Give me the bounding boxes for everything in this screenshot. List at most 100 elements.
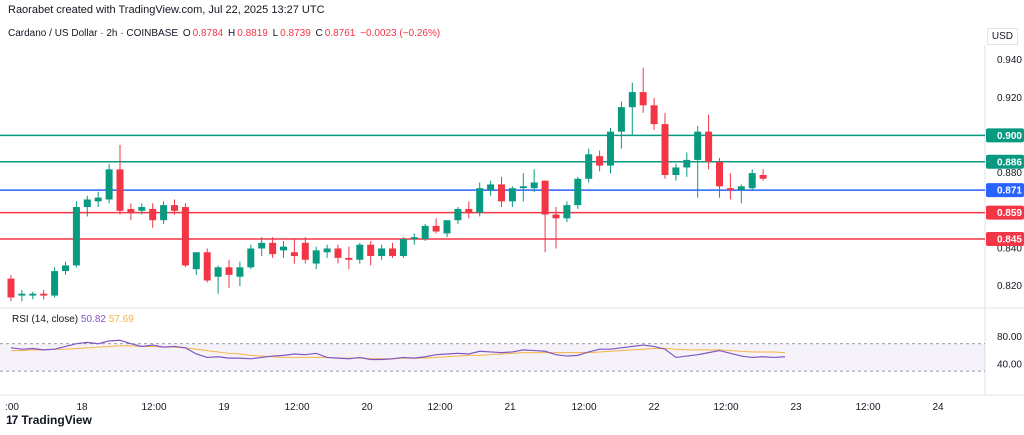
rsi-band xyxy=(0,343,985,372)
candle-body xyxy=(367,244,375,257)
candle-body xyxy=(345,257,353,260)
candle-body xyxy=(62,265,69,272)
candle-body xyxy=(149,208,157,221)
candle-body xyxy=(280,246,287,251)
low-label: L xyxy=(272,28,279,39)
y-tick-label: 0.840 xyxy=(997,243,1022,254)
candle-body xyxy=(116,169,124,211)
candle-body xyxy=(628,92,636,108)
candle-body xyxy=(661,124,669,175)
y-tick-label: 0.920 xyxy=(997,93,1022,104)
rsi-value: 50.82 xyxy=(80,314,106,325)
candle-body xyxy=(7,278,15,298)
x-tick-label: 12:00 xyxy=(141,402,166,413)
candle-body xyxy=(694,131,702,160)
candle-body xyxy=(508,188,516,202)
level-price-label: 0.845 xyxy=(997,235,1022,246)
high-value: 0.8819 xyxy=(237,28,268,39)
rsi-axis-label: 40.00 xyxy=(997,359,1022,370)
x-tick-label: 22 xyxy=(648,402,660,413)
candle-body xyxy=(596,156,604,166)
candle-body xyxy=(236,267,244,277)
candle-body xyxy=(160,205,168,221)
candle-body xyxy=(552,214,560,219)
candle-body xyxy=(541,180,549,215)
candle-body xyxy=(312,250,320,264)
candle-body xyxy=(454,208,462,221)
y-tick-label: 0.820 xyxy=(997,281,1022,292)
x-tick-label: 24 xyxy=(932,402,944,413)
tradingview-brand[interactable]: 17 TradingView xyxy=(6,413,92,427)
high-label: H xyxy=(228,28,236,39)
candle-body xyxy=(574,178,582,206)
rsi-legend: RSI (14, close) 50.82 57.69 xyxy=(12,314,134,325)
x-tick-label: 12:00 xyxy=(427,402,452,413)
candle-body xyxy=(585,154,593,179)
candle-body xyxy=(323,248,331,253)
candle-body xyxy=(748,173,756,189)
candle-body xyxy=(51,271,59,296)
x-tick-label: 23 xyxy=(790,402,802,413)
candle-body xyxy=(498,184,505,202)
currency-button[interactable]: USD xyxy=(986,28,1018,45)
candle-body xyxy=(737,186,745,191)
candle-body xyxy=(487,184,495,191)
chart-attribution: Raorabet created with TradingView.com, J… xyxy=(8,4,325,16)
close-value: 0.8761 xyxy=(324,28,356,39)
level-price-tag xyxy=(986,183,1024,198)
x-tick-label: :00 xyxy=(5,402,19,413)
open-value: 0.8784 xyxy=(192,28,224,39)
candle-body xyxy=(290,252,298,257)
candle-body xyxy=(465,208,473,213)
candle-body xyxy=(617,107,625,132)
candle-body xyxy=(443,220,451,234)
low-value: 0.8739 xyxy=(280,28,311,39)
level-price-label: 0.900 xyxy=(997,131,1022,142)
candle-body xyxy=(672,167,680,175)
x-tick-label: 20 xyxy=(361,402,373,413)
candle-body xyxy=(83,199,91,208)
rsi-line xyxy=(10,339,785,361)
close-label: C xyxy=(315,28,323,39)
symbol-info: Cardano / US Dollar · 2h · COINBASE O 0.8… xyxy=(8,28,442,39)
symbol-name: Cardano / US Dollar · 2h · COINBASE xyxy=(8,28,179,39)
candle-body xyxy=(171,205,178,211)
candle-body xyxy=(40,293,48,296)
x-tick-label: 12:00 xyxy=(855,402,880,413)
candle-body xyxy=(530,182,538,189)
candle-body xyxy=(94,197,102,202)
level-price-tag xyxy=(986,205,1024,220)
candle-body xyxy=(247,248,255,268)
candle-body xyxy=(127,208,135,213)
candle-body xyxy=(301,242,309,260)
x-tick-label: 21 xyxy=(504,402,516,413)
rsi-axis-label: 80.00 xyxy=(997,332,1022,343)
price-change: −0.0023 (−0.26%) xyxy=(360,28,441,39)
candle-body xyxy=(203,252,211,281)
candle-body xyxy=(29,293,37,296)
candle-body xyxy=(225,267,233,275)
level-price-tag xyxy=(986,232,1024,247)
candle-body xyxy=(334,248,342,258)
x-tick-label: 12:00 xyxy=(713,402,738,413)
candle-body xyxy=(389,248,396,257)
candle-body xyxy=(607,131,614,166)
level-price-label: 0.886 xyxy=(997,157,1022,168)
candle-body xyxy=(432,225,440,232)
candle-body xyxy=(410,237,418,240)
candle-body xyxy=(105,169,113,200)
candle-body xyxy=(716,161,723,187)
x-tick-label: 12:00 xyxy=(284,402,309,413)
x-tick-label: 18 xyxy=(76,402,88,413)
y-tick-label: 0.880 xyxy=(997,168,1022,179)
candle-body xyxy=(639,92,647,106)
candle-body xyxy=(214,267,222,277)
x-tick-label: 19 xyxy=(218,402,230,413)
level-price-label: 0.859 xyxy=(997,208,1022,219)
x-tick-label: 12:00 xyxy=(571,402,596,413)
candle-body xyxy=(356,244,364,260)
candle-body xyxy=(476,188,484,213)
level-price-tag xyxy=(986,154,1024,169)
candle-body xyxy=(192,252,200,270)
